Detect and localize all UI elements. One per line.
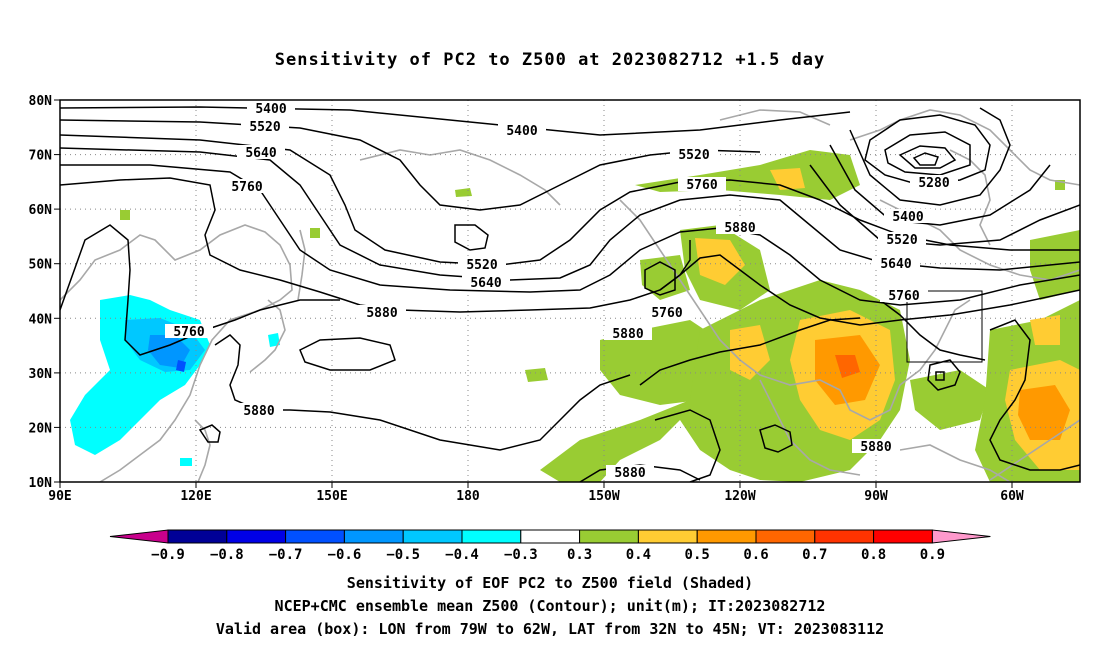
contour-label: 5520 [886,233,917,248]
lon-tick-label: 180 [456,489,480,504]
contour-label: 5880 [366,306,397,321]
footer-line-3: Valid area (box): LON from 79W to 62W, L… [215,620,885,638]
colorbar-label: −0.7 [269,547,303,563]
lon-tick-label: 150E [316,489,347,504]
colorbar-box [343,529,404,544]
colorbar-label: −0.6 [328,547,362,563]
colorbar-left-arrow [109,529,169,544]
contour-label: 5880 [614,466,645,481]
colorbar-box [167,529,228,544]
lon-tick-label: 90E [48,489,71,504]
lon-tick-label: 90W [864,489,888,504]
contour-label: 5880 [724,221,755,236]
map-title: Sensitivity of PC2 to Z500 at 2023082712… [274,50,826,70]
lat-tick-label: 30N [29,367,53,382]
contour-label: 5880 [860,440,891,455]
colorbar-box [520,529,581,544]
lat-tick-label: 80N [29,94,53,109]
colorbar-label: 0.7 [802,547,827,563]
colorbar-label: 0.4 [626,547,651,563]
contour-label: 5760 [231,180,262,195]
footer-line-1: Sensitivity of EOF PC2 to Z500 field (Sh… [346,574,754,592]
colorbar-box [637,529,698,544]
longitude-axis: 90E 120E 150E 180 150W 120W 90W 60W [48,482,1024,504]
colorbar-label: −0.4 [445,547,479,563]
lat-tick-label: 50N [29,258,53,273]
colorbar-label: −0.5 [386,547,420,563]
colorbar-box [814,529,875,544]
contour-label: 5640 [880,257,911,272]
lon-tick-label: 150W [588,489,619,504]
contour-label: 5760 [651,306,682,321]
colorbar-label: −0.8 [210,547,244,563]
contour-labels: 5400 5520 5640 5760 5400 5520 5760 5880 … [165,101,958,481]
colorbar-box [579,529,639,544]
lat-tick-label: 20N [29,421,53,436]
contour-label: 5880 [243,404,274,419]
colorbar-label: 0.9 [920,547,945,563]
contour-label: 5520 [678,148,709,163]
lon-tick-label: 120W [724,489,755,504]
contour-label: 5520 [249,120,280,135]
lat-tick-label: 10N [29,476,53,491]
contour-label: 5760 [686,178,717,193]
contour-label: 5760 [888,289,919,304]
colorbar-box [873,529,933,544]
contour-label: 5760 [173,325,204,340]
colorbar-label: 0.5 [685,547,710,563]
contour-label: 5640 [245,146,276,161]
colorbar-box [402,529,463,544]
latitude-axis: 80N 70N 60N 50N 40N 30N 20N 10N [29,94,60,491]
colorbar-box [285,529,345,544]
colorbar-box [461,529,522,544]
contour-label: 5400 [255,102,286,117]
contour-label: 5880 [612,327,643,342]
z500-contours [60,106,1080,482]
lon-tick-label: 60W [1000,489,1024,504]
colorbar-label: 0.6 [743,547,768,563]
colorbar-box [755,529,816,544]
contour-label: 5400 [506,124,537,139]
colorbar-box [696,529,757,544]
lat-tick-label: 70N [29,149,53,164]
colorbar-label: 0.3 [567,547,592,563]
contour-label: 5520 [466,258,497,273]
lat-tick-label: 60N [29,203,53,218]
contour-label: 5280 [918,176,949,191]
colorbar-label: 0.8 [861,547,886,563]
contour-label: 5640 [470,276,501,291]
colorbar-box [226,529,287,544]
map-frame [59,99,1081,483]
lat-tick-label: 40N [29,312,53,327]
colorbar-label: −0.3 [504,547,538,563]
valid-area-box [906,290,983,363]
contour-label: 5400 [892,210,923,225]
colorbar-label: −0.9 [151,547,185,563]
footer-line-2: NCEP+CMC ensemble mean Z500 (Contour); u… [274,597,826,615]
lon-tick-label: 120E [180,489,211,504]
colorbar: −0.9 −0.8 −0.7 −0.6 −0.5 −0.4 −0.3 0.3 0.4 0.5 0.6… [109,529,991,563]
colorbar-right-arrow [931,529,991,544]
